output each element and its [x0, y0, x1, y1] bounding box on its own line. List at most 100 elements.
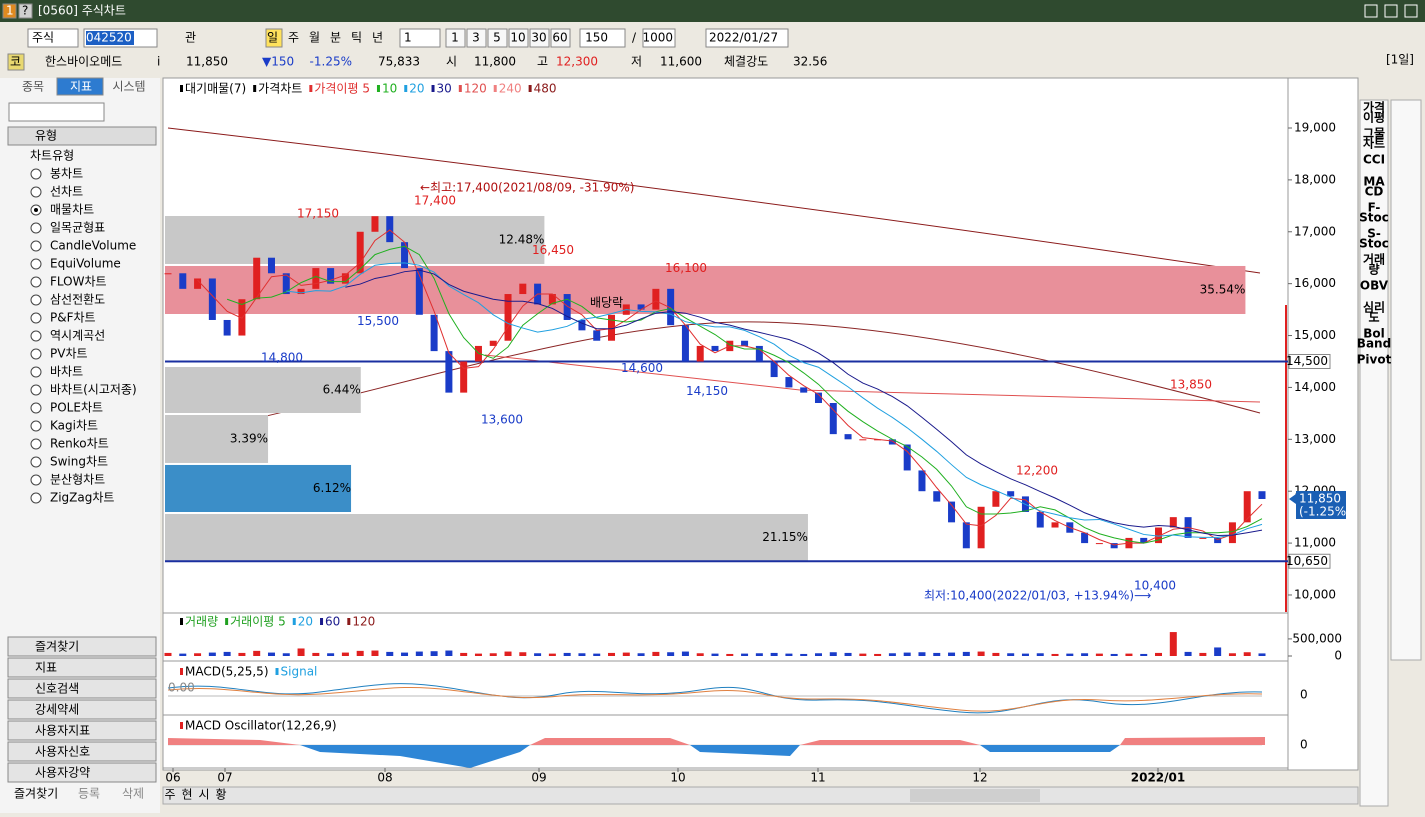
menu-box[interactable]	[7, 636, 157, 657]
tab[interactable]: 지표	[70, 80, 92, 94]
legend-entry[interactable]: MACD(5,25,5)	[185, 665, 269, 679]
chart-type[interactable]: Kagi차트	[50, 419, 98, 433]
legend-entry[interactable]: 240	[499, 82, 522, 96]
osc-title[interactable]: MACD Oscillator(12,26,9)	[185, 719, 337, 733]
chart-type[interactable]: 봉차트	[50, 167, 83, 181]
chart-type[interactable]: CandleVolume	[50, 239, 136, 253]
radio[interactable]	[30, 366, 42, 378]
menu-box[interactable]	[7, 678, 157, 699]
radio[interactable]	[30, 348, 42, 360]
chart-type[interactable]: 선차트	[50, 185, 83, 199]
tool-button[interactable]: 차트	[1363, 136, 1385, 151]
tool-button[interactable]: 량	[1368, 263, 1379, 277]
legend-entry[interactable]: 대기매물(7)	[185, 82, 246, 96]
footer-button[interactable]: 등록	[78, 787, 100, 801]
period-button[interactable]: 틱	[351, 31, 362, 45]
quick-box[interactable]	[508, 28, 529, 48]
chart-type[interactable]: 매물차트	[50, 203, 94, 217]
legend-entry[interactable]: 거래이평 5	[230, 615, 286, 629]
tool-button[interactable]: F-	[1368, 201, 1381, 215]
radio[interactable]	[30, 438, 42, 450]
radio[interactable]	[30, 222, 42, 234]
footer-button[interactable]: 삭제	[122, 787, 144, 801]
quick-button[interactable]: 60	[552, 31, 567, 45]
legend-entry[interactable]: 480	[534, 82, 557, 96]
chart-type[interactable]: 일목균형표	[50, 221, 105, 235]
menu[interactable]: 사용자신호	[35, 745, 90, 759]
chart-type[interactable]: PV차트	[50, 347, 88, 361]
tool-button[interactable]: OBV	[1360, 279, 1389, 293]
radio[interactable]	[30, 456, 42, 468]
tool-button[interactable]: MA	[1363, 175, 1385, 189]
watch-button[interactable]: 관	[185, 31, 196, 45]
legend-entry[interactable]: 30	[437, 82, 452, 96]
chart-type[interactable]: Swing차트	[50, 455, 108, 469]
chart-type[interactable]: P&F차트	[50, 311, 96, 325]
period-button[interactable]: 주	[288, 31, 299, 45]
search-box[interactable]	[8, 102, 105, 122]
tab[interactable]: 종목	[22, 80, 44, 94]
chart-type[interactable]: 역시계곡선	[50, 329, 105, 343]
radio[interactable]	[30, 330, 42, 342]
menu[interactable]: 즐겨찾기	[35, 640, 79, 654]
pane-tab[interactable]: 현	[181, 788, 192, 802]
chart-type[interactable]: 바차트	[50, 365, 83, 379]
window-button[interactable]	[1404, 4, 1418, 18]
unit-box[interactable]	[399, 28, 441, 48]
scroll-thumb[interactable]	[910, 789, 1040, 802]
legend-entry[interactable]: 20	[298, 615, 313, 629]
radio[interactable]	[30, 384, 42, 396]
window-button[interactable]	[1364, 4, 1378, 18]
menu-box[interactable]	[7, 762, 157, 783]
legend-entry[interactable]: 거래량	[185, 615, 218, 629]
tool-button[interactable]: 그물	[1363, 127, 1385, 141]
tool-button[interactable]: 도	[1368, 311, 1379, 325]
tool-button[interactable]: Stoc	[1359, 211, 1389, 225]
menu[interactable]: 강세약세	[35, 702, 79, 717]
max-box[interactable]	[642, 28, 676, 48]
legend-entry[interactable]: 60	[325, 615, 340, 629]
tool-button[interactable]: CD	[1365, 185, 1384, 199]
period-button[interactable]: 일	[267, 31, 278, 45]
radio[interactable]	[30, 294, 42, 306]
menu-box[interactable]	[7, 657, 157, 678]
market-box[interactable]	[27, 28, 79, 48]
legend-entry[interactable]: 가격차트	[258, 82, 302, 96]
legend-entry[interactable]: 10	[382, 82, 397, 96]
tool-button[interactable]: 거래	[1363, 252, 1385, 267]
menu[interactable]: 사용자지표	[35, 724, 90, 738]
chart-type[interactable]: FLOW차트	[50, 275, 107, 289]
tool-button[interactable]: 이평	[1363, 110, 1385, 125]
legend-entry[interactable]: 20	[409, 82, 424, 96]
quick-box[interactable]	[529, 28, 550, 48]
tool-button[interactable]: Stoc	[1359, 237, 1389, 251]
chart-type[interactable]: 분산형차트	[50, 473, 105, 487]
radio[interactable]	[30, 420, 42, 432]
quick-box[interactable]	[445, 28, 466, 48]
menu[interactable]: 지표	[35, 661, 57, 675]
chart-type[interactable]: POLE차트	[50, 401, 103, 415]
window-button[interactable]	[1384, 4, 1398, 18]
period-button[interactable]: 월	[309, 31, 320, 45]
pane-tab[interactable]: 황	[215, 788, 226, 802]
legend-entry[interactable]: 120	[352, 615, 375, 629]
info-button[interactable]: i	[157, 55, 160, 69]
quick-button[interactable]: 30	[531, 31, 546, 45]
menu-box[interactable]	[7, 741, 157, 762]
tool-button[interactable]: Band	[1357, 337, 1391, 351]
pane-tab[interactable]: 주	[164, 788, 175, 802]
legend-entry[interactable]: 가격이평 5	[314, 82, 370, 96]
quick-box[interactable]	[550, 28, 571, 48]
period-button[interactable]: 분	[330, 31, 341, 45]
tab[interactable]: 시스템	[112, 80, 145, 94]
quick-button[interactable]: 3	[472, 31, 480, 45]
radio[interactable]	[30, 168, 42, 180]
scrollbar[interactable]	[162, 786, 1359, 805]
quick-box[interactable]	[466, 28, 487, 48]
tool-button[interactable]: Pivot	[1357, 353, 1392, 367]
tool-button[interactable]: 심리	[1363, 300, 1385, 315]
menu[interactable]: 사용자강약	[35, 765, 90, 780]
tool-button[interactable]: S-	[1367, 227, 1381, 241]
quick-button[interactable]: 10	[510, 31, 525, 45]
chart-type[interactable]: EquiVolume	[50, 257, 121, 271]
